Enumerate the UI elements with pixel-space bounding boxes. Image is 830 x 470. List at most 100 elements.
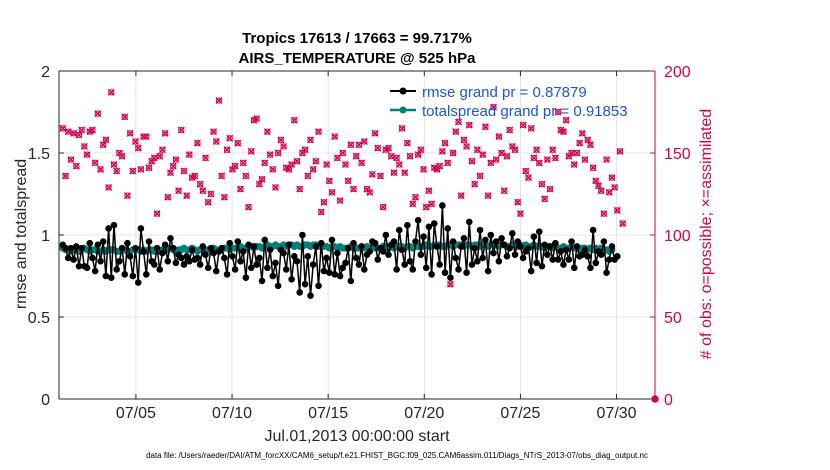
y-right-tick-label: 0	[664, 392, 673, 409]
obs-assimilated-point	[212, 138, 220, 146]
rmse-point	[336, 272, 344, 280]
rmse-point	[331, 271, 338, 278]
obs-possible-point	[296, 185, 303, 193]
obs-possible-point	[563, 117, 570, 124]
rmse-point	[124, 239, 131, 247]
rmse-point	[589, 226, 597, 234]
obs-assimilated-point	[220, 193, 228, 201]
rmse-point	[441, 269, 449, 277]
rmse-point	[366, 248, 373, 255]
rmse-point	[91, 267, 99, 275]
obs-possible-point	[423, 204, 430, 211]
obs-assimilated-point	[409, 200, 417, 208]
obs-assimilated-point	[463, 142, 471, 150]
obs-possible-point	[455, 118, 462, 125]
rmse-point	[433, 243, 441, 250]
obs-assimilated-point	[446, 280, 454, 288]
rmse-point	[406, 257, 414, 265]
obs-assimilated-point	[245, 203, 253, 211]
obs-assimilated-point	[239, 159, 247, 167]
obs-assimilated-point	[183, 192, 191, 200]
obs-assimilated-point	[223, 146, 231, 154]
rmse-point	[457, 243, 465, 250]
obs-assimilated-point	[465, 121, 473, 129]
obs-possible-point	[552, 154, 559, 162]
obs-assimilated-point	[347, 141, 355, 149]
obs-possible-point	[398, 125, 406, 132]
data-file-footer: data file: /Users/raeder/DAI/ATM_forcXX/…	[146, 451, 648, 460]
obs-assimilated-point	[613, 206, 621, 214]
obs-possible-point	[441, 140, 449, 147]
rmse-point	[116, 257, 123, 265]
obs-assimilated-point	[352, 152, 360, 160]
obs-possible-point	[546, 185, 554, 193]
obs-possible-point	[199, 187, 206, 194]
obs-assimilated-point	[301, 146, 309, 154]
obs-assimilated-point	[366, 188, 374, 196]
rmse-point	[105, 225, 112, 232]
rmse-point	[250, 243, 258, 250]
obs-possible-point	[549, 146, 556, 153]
rmse-point	[167, 234, 174, 242]
rmse-point	[500, 241, 508, 249]
obs-possible-point	[444, 159, 451, 166]
rmse-point	[549, 256, 557, 263]
rmse-point	[229, 253, 236, 260]
obs-possible-point	[600, 210, 607, 217]
obs-possible-point	[466, 122, 473, 129]
obs-possible-point	[180, 167, 188, 175]
obs-assimilated-point	[562, 116, 570, 124]
obs-possible-point	[369, 171, 376, 178]
obs-assimilated-point	[196, 180, 204, 188]
rmse-point	[463, 269, 470, 277]
obs-possible-point	[401, 169, 408, 176]
rmse-point	[439, 202, 446, 209]
obs-assimilated-point	[495, 133, 503, 141]
obs-assimilated-point	[570, 160, 578, 168]
obs-assimilated-point	[315, 128, 323, 136]
rmse-point	[398, 246, 406, 254]
obs-possible-point	[334, 154, 341, 162]
rmse-point	[452, 254, 460, 262]
obs-assimilated-point	[355, 141, 363, 149]
y-right-tick-label: 100	[664, 228, 691, 245]
rmse-point	[468, 261, 476, 268]
obs-assimilated-point	[269, 165, 277, 173]
obs-assimilated-point	[422, 203, 430, 211]
obs-possible-point	[420, 166, 427, 173]
obs-possible-point	[83, 151, 91, 158]
rmse-point	[258, 277, 266, 285]
rmse-point	[212, 267, 220, 275]
obs-possible-point	[215, 97, 223, 104]
rmse-point	[153, 244, 161, 252]
obs-possible-point	[164, 194, 171, 201]
rmse-point	[498, 234, 505, 242]
rmse-point	[479, 254, 487, 262]
obs-possible-point	[245, 204, 252, 211]
obs-possible-point	[506, 126, 513, 134]
obs-assimilated-point	[551, 154, 559, 162]
obs-assimilated-point	[293, 157, 301, 165]
obs-possible-point	[345, 177, 352, 184]
series-layer	[59, 88, 659, 403]
obs-assimilated-point	[600, 210, 608, 218]
rmse-point	[482, 236, 489, 244]
obs-assimilated-point	[554, 108, 562, 116]
obs-possible-point	[202, 154, 209, 162]
rmse-point	[344, 244, 352, 252]
y-right-tick-label: 150	[664, 146, 691, 163]
obs-assimilated-point	[524, 174, 532, 182]
rmse-point	[183, 253, 190, 260]
obs-possible-point	[517, 210, 524, 217]
obs-assimilated-point	[288, 160, 296, 168]
obs-possible-point	[361, 138, 368, 145]
rmse-point	[285, 241, 293, 249]
rmse-point	[487, 231, 495, 239]
obs-assimilated-point	[403, 139, 411, 147]
obs-possible-point	[522, 167, 529, 175]
rmse-point	[430, 220, 438, 227]
rmse-point	[538, 262, 546, 270]
obs-possible-point	[318, 208, 325, 216]
